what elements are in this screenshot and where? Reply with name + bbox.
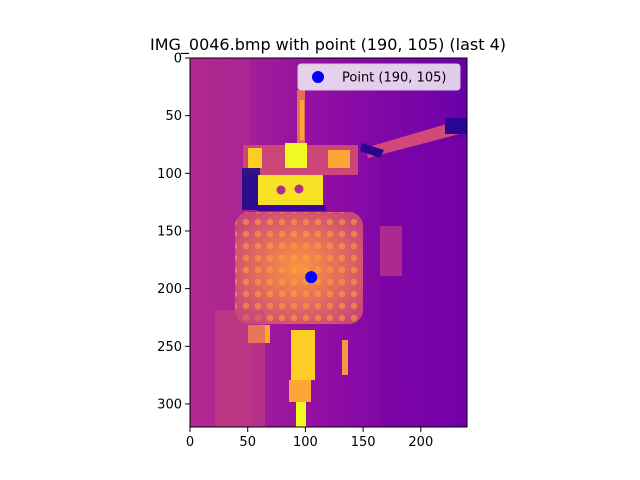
legend-box bbox=[297, 63, 461, 91]
x-axis: 0 50 100 150 200 bbox=[186, 427, 433, 450]
x-tick-label: 100 bbox=[293, 435, 318, 450]
thermal-image bbox=[190, 58, 467, 427]
x-tick-label: 50 bbox=[239, 435, 256, 450]
x-tick-label: 200 bbox=[408, 435, 433, 450]
legend-label: Point (190, 105) bbox=[342, 71, 446, 86]
chart-title: IMG_0046.bmp with point (190, 105) (last… bbox=[150, 35, 506, 55]
y-tick-label: 200 bbox=[157, 282, 182, 297]
data-points bbox=[305, 271, 318, 284]
data-point bbox=[305, 271, 318, 284]
y-tick-label: 300 bbox=[157, 397, 182, 412]
x-tick-label: 0 bbox=[186, 435, 194, 450]
y-tick-label: 100 bbox=[157, 167, 182, 182]
y-tick-label: 0 bbox=[174, 52, 182, 67]
legend-marker bbox=[312, 71, 324, 83]
y-axis: 0 50 100 150 200 250 300 bbox=[157, 52, 190, 412]
y-tick-label: 150 bbox=[157, 224, 182, 239]
y-tick-label: 250 bbox=[157, 340, 182, 355]
plot-frame bbox=[189, 57, 468, 428]
x-tick-label: 150 bbox=[351, 435, 376, 450]
y-tick-label: 50 bbox=[165, 109, 182, 124]
legend: Point (190, 105) bbox=[297, 63, 461, 91]
